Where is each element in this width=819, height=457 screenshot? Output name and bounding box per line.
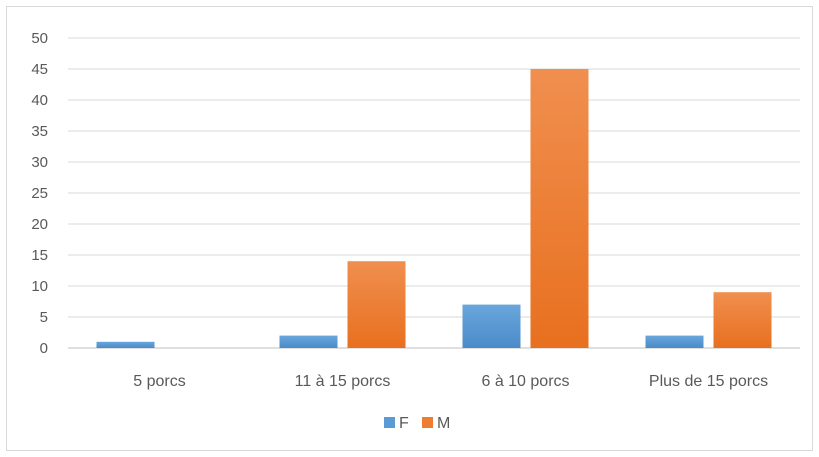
gridlines — [68, 37, 800, 349]
x-category-label: 6 à 10 porcs — [481, 373, 569, 390]
y-axis-ticks: 0 5 10 15 20 25 30 35 40 45 50 — [31, 30, 48, 357]
bar-m — [530, 69, 589, 348]
x-category-label: 11 à 15 porcs — [295, 373, 391, 390]
y-tick-label: 15 — [31, 247, 48, 264]
bar-f — [462, 304, 521, 348]
y-tick-label: 5 — [40, 309, 48, 326]
y-tick-label: 25 — [31, 185, 48, 202]
y-tick-label: 45 — [31, 61, 48, 78]
bar-m — [347, 261, 406, 348]
chart-frame — [6, 6, 813, 451]
y-tick-label: 35 — [31, 123, 48, 140]
x-axis-categories: 5 porcs 11 à 15 porcs 6 à 10 porcs Plus de … — [133, 373, 768, 390]
bar-f — [96, 341, 155, 348]
bar-f — [645, 335, 704, 348]
y-tick-label: 30 — [31, 154, 48, 171]
y-tick-label: 0 — [40, 340, 48, 357]
bar-f — [279, 335, 338, 348]
bars — [96, 69, 772, 348]
y-tick-label: 40 — [31, 92, 48, 109]
legend-label: M — [437, 415, 450, 432]
legend-label: F — [399, 415, 409, 432]
x-category-label: Plus de 15 porcs — [649, 373, 768, 390]
legend-swatch — [422, 417, 433, 428]
y-tick-label: 50 — [31, 30, 48, 47]
y-tick-label: 10 — [31, 278, 48, 295]
legend-swatch — [384, 417, 395, 428]
y-tick-label: 20 — [31, 216, 48, 233]
x-category-label: 5 porcs — [133, 373, 185, 390]
bar-m — [713, 292, 772, 348]
